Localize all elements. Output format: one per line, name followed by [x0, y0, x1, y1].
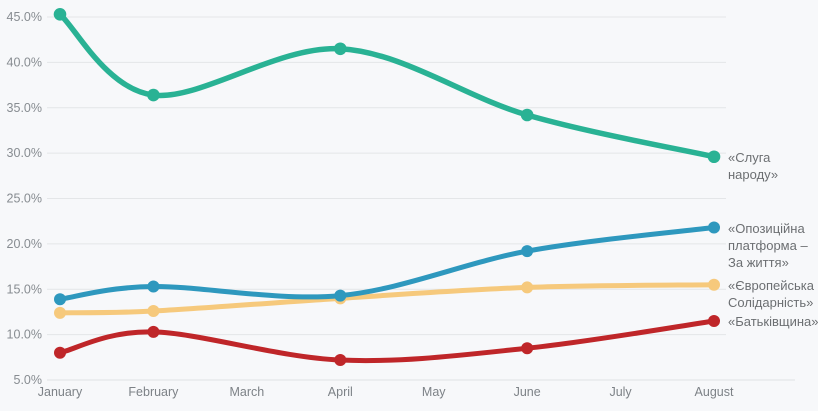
x-axis-month-label: June — [514, 385, 541, 399]
data-point-0-April[interactable] — [333, 42, 347, 56]
x-axis-month-label: March — [229, 385, 264, 399]
data-point-1-June[interactable] — [521, 245, 534, 258]
y-axis-tick-label: 40.0% — [7, 55, 42, 69]
series-line-2[interactable] — [57, 282, 717, 316]
data-point-2-February[interactable] — [147, 305, 160, 318]
x-axis-month-label: April — [328, 385, 353, 399]
series-line-1[interactable] — [57, 225, 717, 302]
data-point-1-April[interactable] — [334, 289, 347, 302]
y-axis-tick-label: 15.0% — [7, 282, 42, 296]
legend-label-sluga-narodu: «Слуга народу» — [728, 149, 779, 182]
data-point-3-August[interactable] — [708, 315, 721, 328]
x-axis-month-label: May — [422, 385, 446, 399]
data-point-0-June[interactable] — [520, 108, 534, 122]
data-point-2-June[interactable] — [521, 281, 534, 294]
data-point-3-June[interactable] — [521, 342, 534, 355]
y-axis-tick-label: 30.0% — [7, 146, 42, 160]
legend-label-batkivshchyna: «Батьківщина» — [728, 314, 818, 329]
y-axis-tick-label: 5.0% — [14, 373, 43, 387]
data-point-1-January[interactable] — [54, 293, 66, 306]
data-point-3-February[interactable] — [147, 325, 160, 338]
series-line-0[interactable] — [57, 11, 717, 160]
data-point-0-August[interactable] — [707, 150, 721, 164]
data-point-2-January[interactable] — [54, 306, 66, 319]
x-axis-month-label: February — [128, 385, 179, 399]
y-axis-tick-label: 20.0% — [7, 237, 42, 251]
data-point-1-August[interactable] — [708, 221, 721, 234]
data-point-0-February[interactable] — [147, 88, 160, 102]
x-axis-month-label: August — [695, 385, 734, 399]
x-axis-month-label: July — [609, 385, 632, 399]
data-point-0-January[interactable] — [53, 7, 67, 21]
y-axis-tick-label: 45.0% — [7, 10, 42, 24]
y-axis-tick-label: 10.0% — [7, 328, 42, 342]
legend-label-yevropeiska-solidarnist: «Європейська Солідарність» — [728, 277, 814, 310]
x-axis-month-label: January — [38, 385, 83, 399]
data-point-3-April[interactable] — [334, 354, 347, 367]
series-line-3[interactable] — [57, 318, 717, 364]
data-point-3-January[interactable] — [54, 346, 66, 359]
y-axis-tick-label: 35.0% — [7, 101, 42, 115]
y-axis-tick-label: 25.0% — [7, 192, 42, 206]
data-point-1-February[interactable] — [147, 280, 160, 293]
legend-label-opozytsiina-platforma: «Опозиційна платформа – За життя» — [728, 220, 808, 270]
data-point-2-August[interactable] — [708, 278, 721, 291]
